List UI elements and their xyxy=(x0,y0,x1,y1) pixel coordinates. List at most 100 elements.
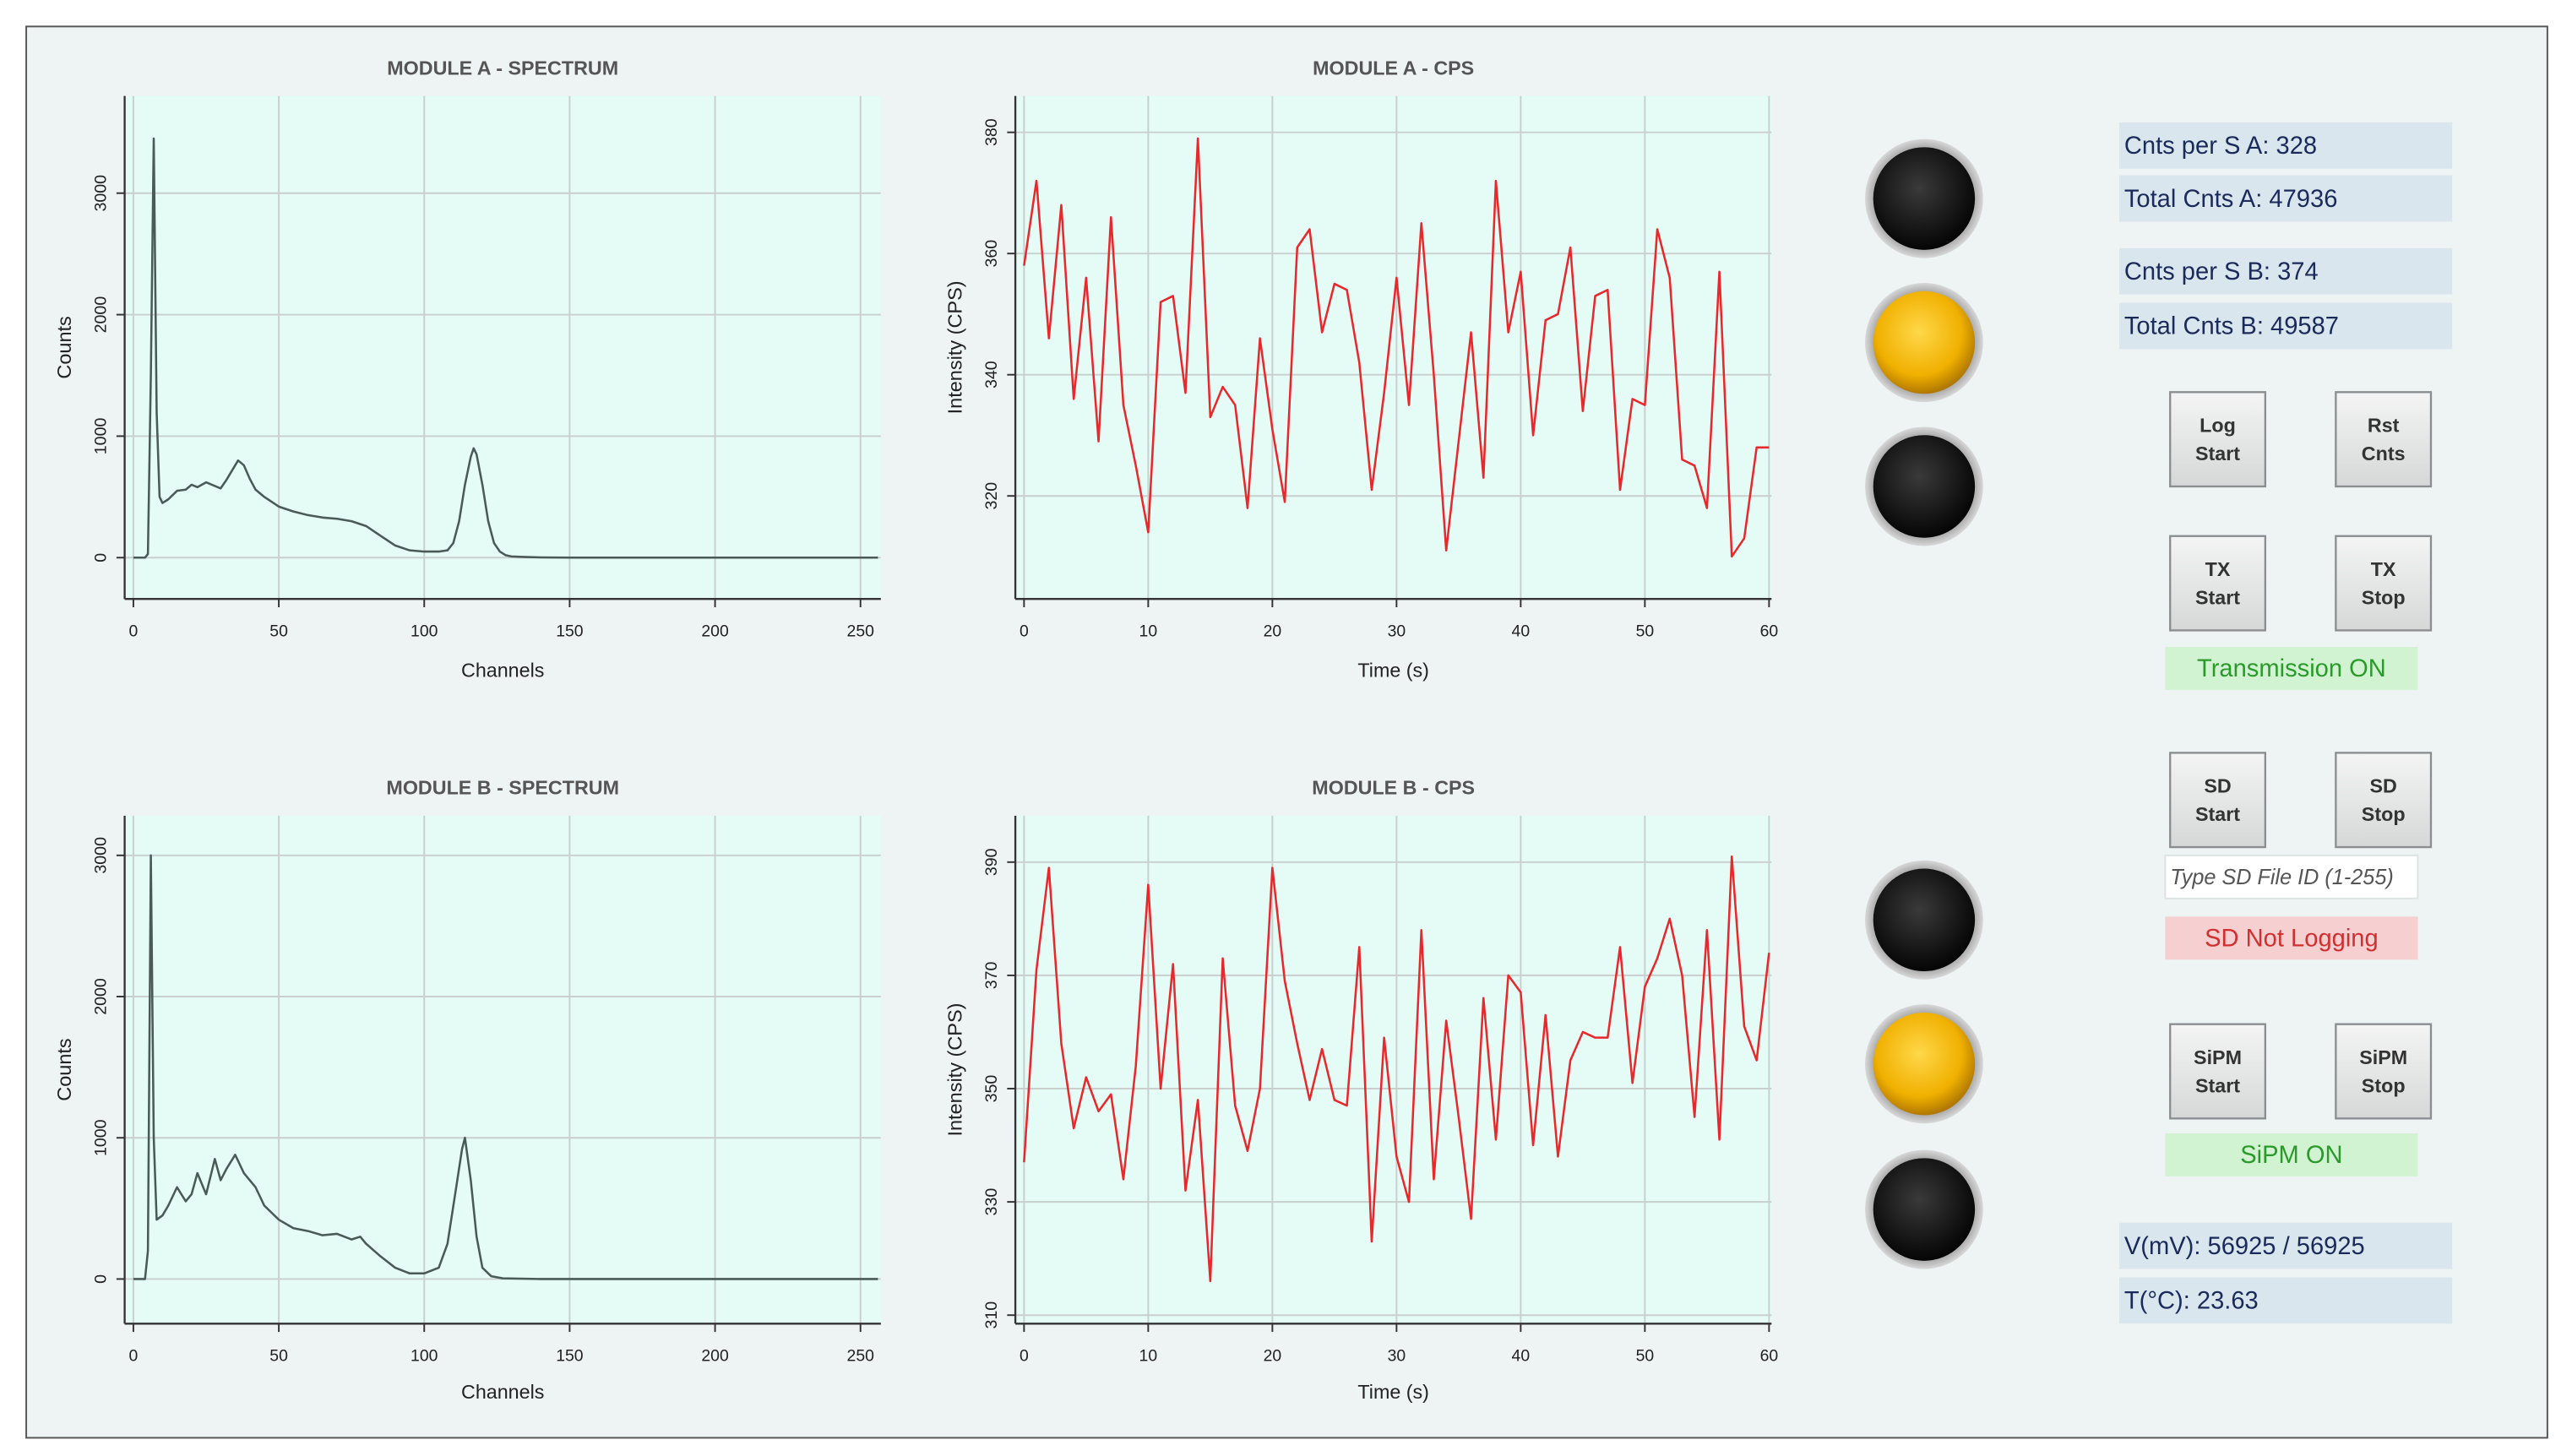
button-label[interactable]: SD xyxy=(2204,775,2231,797)
x-tick-label: 20 xyxy=(1264,622,1282,640)
readout-box xyxy=(2119,247,2453,295)
y-axis-label: Intensity (CPS) xyxy=(943,280,965,414)
x-tick-label: 30 xyxy=(1388,1347,1406,1366)
button-label[interactable]: Start xyxy=(2195,586,2240,608)
x-tick-label: 60 xyxy=(1760,1347,1779,1366)
readout-box xyxy=(2119,1222,2453,1269)
button-label[interactable]: Cnts xyxy=(2362,443,2406,465)
x-tick-label: 200 xyxy=(701,622,729,640)
y-tick-label: 320 xyxy=(982,482,1001,510)
y-tick-label: 2000 xyxy=(92,978,111,1015)
button[interactable] xyxy=(2335,1023,2433,1120)
x-tick-label: 100 xyxy=(411,622,438,640)
readout: T(°C): 23.63 xyxy=(2124,1287,2259,1314)
y-tick-label: 370 xyxy=(982,961,1001,989)
x-tick-label: 30 xyxy=(1388,622,1406,640)
status-box xyxy=(2165,916,2418,960)
button-label[interactable]: SD xyxy=(2369,775,2396,797)
button[interactable] xyxy=(2169,391,2267,488)
button[interactable] xyxy=(2335,391,2433,488)
readout-box xyxy=(2119,1277,2453,1324)
readout: V(mV): 56925 / 56925 xyxy=(2124,1233,2365,1260)
chart-title: MODULE B - SPECTRUM xyxy=(386,777,619,799)
y-tick-label: 380 xyxy=(982,118,1001,146)
chart-title: MODULE A - SPECTRUM xyxy=(387,57,618,79)
x-tick-label: 250 xyxy=(847,622,875,640)
x-tick-label: 0 xyxy=(1020,622,1029,640)
y-tick-label: 0 xyxy=(92,1274,111,1284)
x-tick-label: 150 xyxy=(556,1347,584,1366)
data-line xyxy=(133,137,878,559)
status-box xyxy=(2165,1133,2418,1176)
file-id-input[interactable] xyxy=(2164,854,2419,899)
button[interactable] xyxy=(2335,752,2433,849)
button[interactable] xyxy=(2169,752,2267,849)
button-label[interactable]: Start xyxy=(2195,1074,2240,1096)
x-tick-label: 200 xyxy=(701,1347,729,1366)
x-axis-label: Time (s) xyxy=(1357,1381,1429,1403)
button[interactable] xyxy=(2335,535,2433,632)
y-tick-label: 330 xyxy=(982,1188,1001,1216)
plot-area xyxy=(124,95,881,600)
x-tick-label: 40 xyxy=(1512,622,1531,640)
x-tick-label: 250 xyxy=(847,1347,875,1366)
y-tick-label: 1000 xyxy=(92,417,111,454)
y-tick-label: 350 xyxy=(982,1075,1001,1103)
input-placeholder[interactable]: Type SD File ID (1-255) xyxy=(2170,866,2394,889)
readout: Total Cnts B: 49587 xyxy=(2124,313,2339,340)
y-tick-label: 310 xyxy=(982,1301,1001,1329)
button-label[interactable]: Stop xyxy=(2362,586,2406,608)
led xyxy=(1873,147,1976,250)
y-tick-label: 340 xyxy=(982,361,1001,388)
button-label[interactable]: Start xyxy=(2195,443,2240,465)
button-label[interactable]: Stop xyxy=(2362,803,2406,825)
x-tick-label: 50 xyxy=(269,622,288,640)
button[interactable] xyxy=(2169,1023,2267,1120)
y-tick-label: 360 xyxy=(982,240,1001,268)
x-tick-label: 40 xyxy=(1512,1347,1531,1366)
led xyxy=(1873,435,1976,538)
x-tick-label: 50 xyxy=(1636,1347,1655,1366)
status-box xyxy=(2165,647,2418,690)
data-line xyxy=(1023,855,1770,1283)
chart-title: MODULE A - CPS xyxy=(1313,57,1474,79)
chart-title: MODULE B - CPS xyxy=(1312,777,1475,799)
x-tick-label: 60 xyxy=(1760,622,1779,640)
status-text: Transmission ON xyxy=(2197,655,2386,682)
button-label[interactable]: TX xyxy=(2371,558,2396,580)
button-label[interactable]: Log xyxy=(2200,415,2236,437)
x-axis-label: Time (s) xyxy=(1357,660,1429,682)
readout: Cnts per S A: 328 xyxy=(2124,133,2317,160)
x-tick-label: 0 xyxy=(1020,1347,1029,1366)
x-tick-label: 150 xyxy=(556,622,584,640)
x-axis-label: Channels xyxy=(461,1381,544,1403)
status-text: SD Not Logging xyxy=(2205,925,2379,952)
data-line xyxy=(1023,137,1770,558)
y-tick-label: 390 xyxy=(982,848,1001,876)
y-axis-label: Intensity (CPS) xyxy=(943,1003,965,1137)
y-tick-label: 3000 xyxy=(92,175,111,212)
button-label[interactable]: Start xyxy=(2195,803,2240,825)
button-label[interactable]: TX xyxy=(2205,558,2231,580)
y-tick-label: 3000 xyxy=(92,837,111,874)
led xyxy=(1873,291,1976,394)
readout-box xyxy=(2119,175,2453,222)
plot-area xyxy=(1015,815,1772,1324)
y-tick-label: 0 xyxy=(92,553,111,562)
button-label[interactable]: Stop xyxy=(2362,1074,2406,1096)
y-axis-label: Counts xyxy=(53,1038,75,1100)
led xyxy=(1873,1158,1976,1261)
button[interactable] xyxy=(2169,535,2267,632)
button-label[interactable]: SiPM xyxy=(2194,1046,2242,1068)
x-tick-label: 0 xyxy=(129,1347,139,1366)
status-text: SiPM ON xyxy=(2240,1142,2342,1169)
y-tick-label: 1000 xyxy=(92,1119,111,1156)
plot-area xyxy=(124,815,881,1324)
x-tick-label: 50 xyxy=(269,1347,288,1366)
y-axis-label: Counts xyxy=(53,316,75,378)
plot-area xyxy=(1015,95,1772,600)
button-label[interactable]: Rst xyxy=(2368,415,2400,437)
button-label[interactable]: SiPM xyxy=(2359,1046,2407,1068)
readout: Total Cnts A: 47936 xyxy=(2124,186,2338,213)
